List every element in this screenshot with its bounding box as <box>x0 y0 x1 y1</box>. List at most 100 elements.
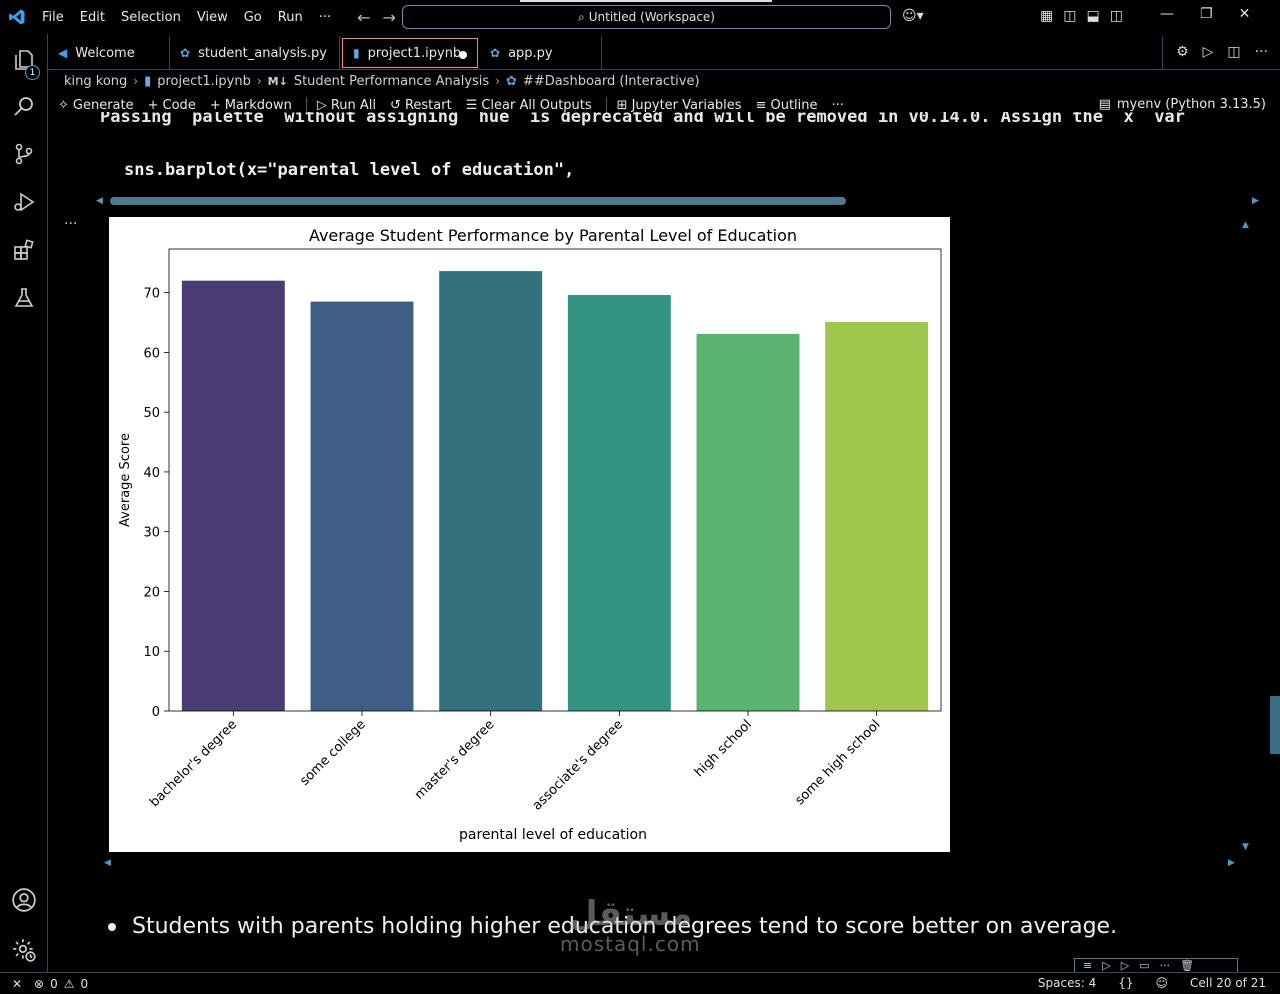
clear-outputs-button[interactable]: ☰ Clear All Outputs <box>466 98 592 113</box>
breadcrumb-file[interactable]: project1.ipynb <box>157 73 251 89</box>
breadcrumb-section[interactable]: Student Performance Analysis <box>293 73 490 89</box>
vertical-scrollbar-thumb[interactable] <box>1270 696 1280 754</box>
menu-go[interactable]: Go <box>243 9 262 25</box>
scroll-left-arrow-icon[interactable]: ◀ <box>96 196 103 206</box>
python-icon: ✿ <box>180 46 191 60</box>
generate-button[interactable]: ✧ Generate <box>58 98 134 113</box>
unsaved-dot-icon[interactable] <box>459 51 467 59</box>
menu-selection[interactable]: Selection <box>120 9 181 25</box>
explorer-icon[interactable]: 1 <box>0 40 48 80</box>
breadcrumb-cell[interactable]: ##Dashboard (Interactive) <box>522 73 700 89</box>
menu-run[interactable]: Run <box>277 9 303 25</box>
scroll-down-arrow-icon[interactable]: ▼ <box>1242 842 1249 852</box>
restore-icon[interactable]: ❐ <box>1200 6 1213 22</box>
more-actions-icon[interactable]: ··· <box>1254 44 1268 60</box>
breadcrumb-folder[interactable]: king kong <box>64 73 128 89</box>
markdown-icon: M↓ <box>267 74 288 88</box>
tab-label: app.py <box>508 45 553 61</box>
problems-indicator[interactable]: ⊗ 0 ⚠ 0 <box>34 977 88 991</box>
output-scroll-left-icon[interactable]: ◀ <box>104 858 111 868</box>
command-center-search[interactable]: ⌕ Untitled (Workspace) <box>402 5 891 29</box>
split-editor-icon[interactable]: ◫ <box>1227 44 1241 60</box>
add-code-button[interactable]: + Code <box>148 98 196 113</box>
run-below-icon[interactable]: ▷ <box>1120 959 1130 972</box>
copilot-icon[interactable]: ☺▾ <box>902 8 924 24</box>
settings-gear-icon[interactable]: ⚙ <box>1176 44 1189 60</box>
menu-view[interactable]: View <box>196 9 228 25</box>
markdown-text: Students with parents holding higher edu… <box>132 914 1118 939</box>
menu-edit[interactable]: Edit <box>79 9 105 25</box>
forward-arrow-icon[interactable]: → <box>382 7 396 27</box>
bar-3 <box>567 295 671 711</box>
warning-count: 0 <box>80 976 89 991</box>
bar-chart-svg: Average Student Performance by Parental … <box>118 226 942 843</box>
vscode-logo-icon <box>0 0 34 34</box>
scroll-up-arrow-icon[interactable]: ▲ <box>1242 220 1249 230</box>
cell-position-status[interactable]: Cell 20 of 21 <box>1190 976 1266 990</box>
source-control-icon[interactable] <box>0 134 48 174</box>
toggle-primary-sidebar-icon[interactable]: ◫ <box>1063 8 1077 24</box>
language-braces-icon[interactable]: {} <box>1118 976 1134 990</box>
more-cell-icon[interactable]: ··· <box>1159 959 1171 972</box>
chart-title: Average Student Performance by Parental … <box>309 226 797 245</box>
search-view-icon[interactable] <box>0 86 48 126</box>
sparkle-icon: ✧ <box>58 97 69 113</box>
y-tick-label: 0 <box>152 705 160 720</box>
tab-app[interactable]: ✿ app.py <box>480 36 602 70</box>
scroll-right-arrow-icon[interactable]: ▶ <box>1252 196 1259 206</box>
back-arrow-icon[interactable]: ← <box>357 7 371 27</box>
extensions-icon[interactable] <box>0 230 48 270</box>
outline-button[interactable]: ≡ Outline <box>756 98 818 113</box>
notebook-icon: ▮ <box>353 46 360 60</box>
watermark-latin: mostaql.com <box>560 932 701 956</box>
copilot-status-icon[interactable]: ☺ <box>1155 976 1169 990</box>
split-cell-icon[interactable]: ▭ <box>1139 959 1150 972</box>
toolbar-more-button[interactable]: ··· <box>831 97 844 113</box>
y-tick-label: 30 <box>143 526 160 541</box>
add-markdown-button[interactable]: + Markdown <box>210 98 292 113</box>
close-icon[interactable]: ✕ <box>1238 6 1251 22</box>
execute-above-icon[interactable]: ≡ <box>1083 959 1093 972</box>
accounts-icon[interactable] <box>0 880 48 920</box>
tab-student-analysis[interactable]: ✿ student_analysis.py <box>170 36 340 70</box>
menu-file[interactable]: File <box>42 9 64 25</box>
chevron-right-icon: › <box>495 74 501 88</box>
restart-button[interactable]: ↺ Restart <box>390 98 452 113</box>
run-cell-icon[interactable]: ▷ <box>1102 959 1111 972</box>
tab-welcome[interactable]: ◀ Welcome <box>48 36 170 70</box>
remote-icon[interactable]: ✕ <box>11 976 23 991</box>
indentation-status[interactable]: Spaces: 4 <box>1037 976 1097 990</box>
menu-more[interactable]: ··· <box>318 9 332 25</box>
toggle-panel-icon[interactable]: ⬓ <box>1086 8 1100 24</box>
run-icon[interactable]: ▷ <box>1202 44 1214 60</box>
manage-gear-icon[interactable] <box>0 930 48 970</box>
toggle-secondary-sidebar-icon[interactable]: ◫ <box>1109 8 1123 24</box>
bar-1 <box>310 301 414 711</box>
x-axis-ticks: bachelor's degree some college master's de… <box>147 711 883 814</box>
output-scroll-right-icon[interactable]: ▶ <box>1228 858 1235 868</box>
restart-label: Restart <box>404 97 452 113</box>
notebook-icon: ▮ <box>144 73 152 89</box>
search-icon: ⌕ <box>578 9 585 24</box>
tab-project1[interactable]: ▮ project1.ipynb <box>342 38 478 68</box>
jupyter-variables-button[interactable]: ⊞ Jupyter Variables <box>617 98 742 113</box>
run-all-button[interactable]: ▷ Run All <box>317 98 376 113</box>
customize-layout-icon[interactable]: ▦ <box>1040 8 1054 24</box>
run-all-label: Run All <box>330 97 377 113</box>
testing-flask-icon[interactable] <box>0 278 48 318</box>
workspace-name: Untitled (Workspace) <box>588 10 715 24</box>
x-tick-label: some high school <box>792 717 883 808</box>
python-icon: ✿ <box>490 46 501 60</box>
kernel-picker[interactable]: ▤ myenv (Python 3.13.5) <box>1099 97 1266 112</box>
minimize-icon[interactable]: — <box>1160 6 1174 22</box>
markdown-cell[interactable]: Students with parents holding higher edu… <box>108 914 1117 939</box>
tab-label: student_analysis.py <box>198 45 327 61</box>
run-debug-icon[interactable] <box>0 182 48 222</box>
cell-toolbar: ≡ ▷ ▷ ▭ ··· 🗑 <box>1074 958 1238 972</box>
horizontal-scrollbar-thumb[interactable] <box>110 197 846 205</box>
y-tick-label: 70 <box>143 287 160 302</box>
history-nav: ← → <box>357 8 396 27</box>
tab-label: Welcome <box>75 45 135 61</box>
output-more-button[interactable]: ··· <box>64 216 78 232</box>
delete-cell-icon[interactable]: 🗑 <box>1180 959 1195 972</box>
